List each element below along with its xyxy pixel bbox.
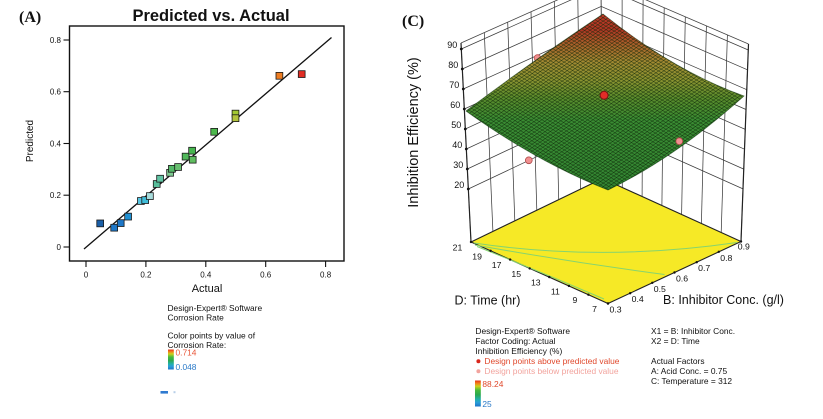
svg-text:0.3: 0.3	[609, 305, 621, 315]
svg-text:0.048: 0.048	[176, 362, 197, 372]
svg-text:Inhibition Efficiency (%): Inhibition Efficiency (%)	[406, 57, 422, 207]
svg-text:0.6: 0.6	[676, 274, 688, 284]
svg-text:0: 0	[84, 271, 89, 280]
svg-text:Design-Expert® Software: Design-Expert® Software	[168, 303, 263, 313]
svg-text:13: 13	[531, 278, 541, 288]
svg-text:(C): (C)	[402, 13, 424, 30]
svg-text:Corrosion Rate: Corrosion Rate	[168, 313, 225, 323]
svg-text:Corrosion Rate:: Corrosion Rate:	[168, 340, 227, 350]
svg-text:40: 40	[452, 140, 462, 150]
svg-text:0.4: 0.4	[50, 139, 62, 148]
svg-text:0.4: 0.4	[632, 294, 644, 304]
svg-text:15: 15	[511, 269, 521, 279]
svg-text:Actual Factors: Actual Factors	[651, 356, 705, 366]
svg-text:Design-Expert® Software: Design-Expert® Software	[475, 326, 570, 336]
svg-text:20: 20	[454, 180, 464, 190]
svg-text:80: 80	[448, 60, 458, 70]
svg-text:70: 70	[449, 80, 459, 90]
svg-text:7: 7	[592, 304, 597, 314]
svg-text:Design points above predicted: Design points above predicted value	[484, 356, 619, 366]
svg-text:0: 0	[57, 243, 62, 252]
svg-text:0.5: 0.5	[654, 284, 666, 294]
svg-text:Factor Coding: Actual: Factor Coding: Actual	[475, 336, 555, 346]
svg-text:25: 25	[482, 399, 492, 409]
svg-text:Predicted vs. Actual: Predicted vs. Actual	[132, 7, 289, 25]
svg-text:Color points by value of: Color points by value of	[168, 331, 256, 341]
svg-text:C: Temperature = 312: C: Temperature = 312	[651, 376, 732, 386]
svg-text:30: 30	[453, 160, 463, 170]
svg-text:0.7: 0.7	[698, 263, 710, 273]
svg-text:0.8: 0.8	[720, 253, 732, 263]
svg-text:Actual: Actual	[192, 283, 223, 295]
svg-text:(A): (A)	[19, 9, 41, 26]
svg-text:0.6: 0.6	[260, 271, 272, 280]
svg-text:X1 = B: Inhibitor Conc.: X1 = B: Inhibitor Conc.	[651, 326, 735, 336]
svg-text:Design points below predicted: Design points below predicted value	[484, 366, 618, 376]
svg-text:Inhibition Efficiency (%): Inhibition Efficiency (%)	[475, 346, 562, 356]
svg-text:0.8: 0.8	[50, 36, 62, 45]
svg-text:0.2: 0.2	[140, 271, 152, 280]
svg-text:A: Acid Conc. = 0.75: A: Acid Conc. = 0.75	[651, 366, 727, 376]
svg-text:50: 50	[451, 120, 461, 130]
svg-text:B: Inhibitor Conc. (g/l): B: Inhibitor Conc. (g/l)	[663, 293, 784, 307]
svg-text:21: 21	[453, 243, 463, 253]
svg-text:Predicted: Predicted	[25, 120, 36, 162]
svg-text:D: Time (hr): D: Time (hr)	[455, 294, 521, 308]
svg-text:0.714: 0.714	[176, 348, 197, 358]
svg-text:0.8: 0.8	[320, 271, 332, 280]
svg-text:0.4: 0.4	[200, 271, 212, 280]
svg-text:90: 90	[447, 40, 457, 50]
svg-text:17: 17	[492, 260, 502, 270]
svg-text:9: 9	[572, 295, 577, 305]
svg-text:0.2: 0.2	[50, 191, 62, 200]
svg-text:X2 = D: Time: X2 = D: Time	[651, 336, 700, 346]
svg-text:60: 60	[450, 100, 460, 110]
svg-text:19: 19	[472, 251, 482, 261]
svg-text:11: 11	[551, 286, 560, 296]
svg-text:0.6: 0.6	[50, 88, 62, 97]
svg-text:88.24: 88.24	[482, 379, 503, 389]
svg-text:0.9: 0.9	[738, 242, 750, 252]
